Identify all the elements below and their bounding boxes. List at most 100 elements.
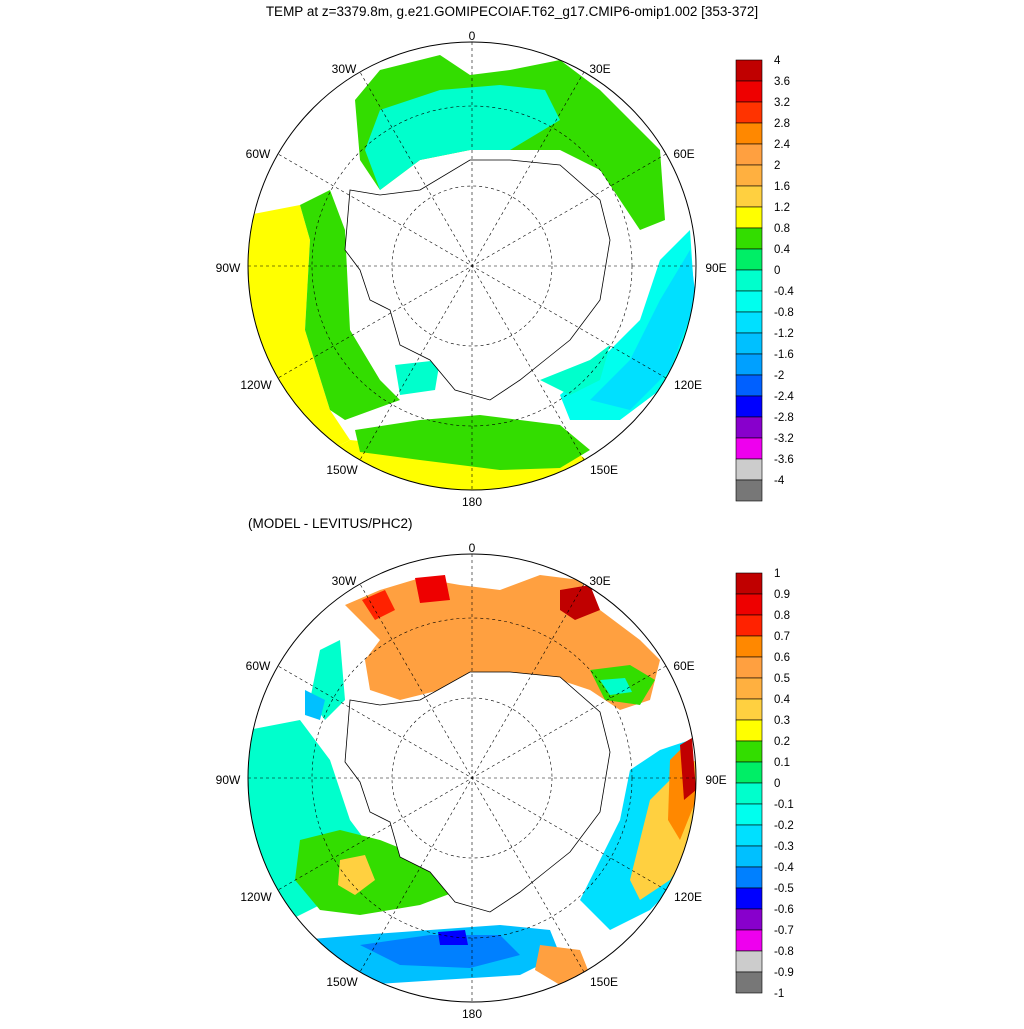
bottom-map: 0 30E 60E 90E 120E 150E 180 150W 120W 90… xyxy=(216,541,727,1021)
colorbar-box xyxy=(735,593,763,616)
colorbar-box xyxy=(735,719,763,742)
colorbar-tick-label: -2.8 xyxy=(774,412,794,424)
colorbar-box xyxy=(735,353,763,376)
colorbar-tick-label: 0.4 xyxy=(774,244,791,256)
colorbar-tick-label: 1 xyxy=(774,568,780,580)
colorbar-box xyxy=(735,635,763,658)
colorbar-box xyxy=(735,908,763,931)
colorbar-box xyxy=(735,803,763,826)
colorbar-tick-label: -2.4 xyxy=(774,391,794,403)
colorbar-box xyxy=(735,740,763,763)
colorbar-tick-label: 0 xyxy=(774,265,780,277)
colorbar-box xyxy=(735,677,763,700)
colorbar-tick-label: 0.8 xyxy=(774,223,790,235)
top-label-90e: 90E xyxy=(705,261,726,275)
colorbar-box xyxy=(735,290,763,313)
bottom-map-border xyxy=(247,553,697,1003)
figure-subtitle: (MODEL - LEVITUS/PHC2) xyxy=(248,516,413,531)
colorbar-box xyxy=(735,311,763,334)
colorbar-box xyxy=(735,164,763,187)
colorbar-tick-label: -0.2 xyxy=(774,820,794,832)
bottom-colorbar: 1 0.9 0.8 0.7 0.6 0.5 0.4 0.3 0.2 0.1 0 -0.1 -0.2 -0.… xyxy=(735,568,794,1000)
top-label-120w: 120W xyxy=(240,378,272,392)
colorbar-tick-label: 0.5 xyxy=(774,673,790,685)
colorbar-tick-label: -4 xyxy=(774,475,785,487)
colorbar-box xyxy=(735,824,763,847)
bottom-label-30w: 30W xyxy=(332,574,357,588)
colorbar-tick-label: -2 xyxy=(774,370,784,382)
top-map-border xyxy=(247,41,697,491)
colorbar-box xyxy=(735,374,763,397)
colorbar-tick-label: -0.4 xyxy=(774,286,794,298)
top-colorbar: 4 3.6 3.2 2.8 2.4 2 1.6 1.2 0.8 0.4 0 -0.4 -0.8 -1.2 -… xyxy=(735,55,794,502)
colorbar-box xyxy=(735,416,763,439)
colorbar-tick-label: -1.6 xyxy=(774,349,794,361)
colorbar-box xyxy=(735,269,763,292)
bottom-label-150e: 150E xyxy=(590,975,618,989)
colorbar-tick-label: -0.6 xyxy=(774,904,794,916)
colorbar-tick-label: 0.6 xyxy=(774,652,790,664)
colorbar-tick-label: -3.6 xyxy=(774,454,794,466)
colorbar-tick-label: 0.2 xyxy=(774,736,790,748)
colorbar-box xyxy=(735,929,763,952)
bottom-label-120e: 120E xyxy=(674,890,702,904)
colorbar-tick-label: -0.8 xyxy=(774,307,794,319)
colorbar-box xyxy=(735,971,763,994)
colorbar-box xyxy=(735,614,763,637)
top-label-60w: 60W xyxy=(246,147,271,161)
top-label-60e: 60E xyxy=(673,147,694,161)
colorbar-box xyxy=(735,572,763,595)
bottom-label-150w: 150W xyxy=(326,975,358,989)
colorbar-tick-label: 2.8 xyxy=(774,118,790,130)
colorbar-tick-label: 1.2 xyxy=(774,202,790,214)
colorbar-tick-label: -0.1 xyxy=(774,799,794,811)
colorbar-box xyxy=(735,950,763,973)
colorbar-box xyxy=(735,227,763,250)
colorbar-box xyxy=(735,761,763,784)
bottom-label-30e: 30E xyxy=(589,574,610,588)
colorbar-tick-label: 1.6 xyxy=(774,181,790,193)
top-label-0: 0 xyxy=(469,29,476,43)
colorbar-tick-label: 0 xyxy=(774,778,780,790)
bottom-label-0: 0 xyxy=(469,541,476,555)
colorbar-box xyxy=(735,845,763,868)
colorbar-tick-label: 0.7 xyxy=(774,631,790,643)
colorbar-tick-label: 0.1 xyxy=(774,757,790,769)
bottom-label-180: 180 xyxy=(462,1007,482,1021)
bottom-label-90w: 90W xyxy=(216,773,241,787)
bottom-label-90e: 90E xyxy=(705,773,726,787)
bottom-label-60w: 60W xyxy=(246,659,271,673)
colorbar-box xyxy=(735,332,763,355)
top-label-30w: 30W xyxy=(332,62,357,76)
colorbar-box xyxy=(735,656,763,679)
colorbar-tick-label: -0.5 xyxy=(774,883,794,895)
colorbar-tick-label: -0.4 xyxy=(774,862,794,874)
colorbar-box xyxy=(735,479,763,502)
colorbar-box xyxy=(735,458,763,481)
colorbar-box xyxy=(735,887,763,910)
colorbar-box xyxy=(735,782,763,805)
colorbar-box xyxy=(735,437,763,460)
colorbar-box xyxy=(735,122,763,145)
colorbar-tick-label: 0.4 xyxy=(774,694,791,706)
colorbar-box xyxy=(735,101,763,124)
top-label-150e: 150E xyxy=(590,463,618,477)
colorbar-tick-label: -0.9 xyxy=(774,967,794,979)
colorbar-tick-label: -1 xyxy=(774,988,784,1000)
colorbar-tick-label: 4 xyxy=(774,55,781,67)
colorbar-tick-label: 3.2 xyxy=(774,97,790,109)
top-label-150w: 150W xyxy=(326,463,358,477)
colorbar-tick-label: 0.9 xyxy=(774,589,790,601)
colorbar-tick-label: -3.2 xyxy=(774,433,794,445)
bottom-graticule xyxy=(248,554,696,1002)
bottom-label-60e: 60E xyxy=(673,659,694,673)
colorbar-tick-label: -0.7 xyxy=(774,925,794,937)
top-label-120e: 120E xyxy=(674,378,702,392)
colorbar-box xyxy=(735,143,763,166)
colorbar-tick-label: -0.8 xyxy=(774,946,794,958)
colorbar-tick-label: 0.8 xyxy=(774,610,790,622)
colorbar-box xyxy=(735,866,763,889)
colorbar-box xyxy=(735,698,763,721)
colorbar-box xyxy=(735,248,763,271)
